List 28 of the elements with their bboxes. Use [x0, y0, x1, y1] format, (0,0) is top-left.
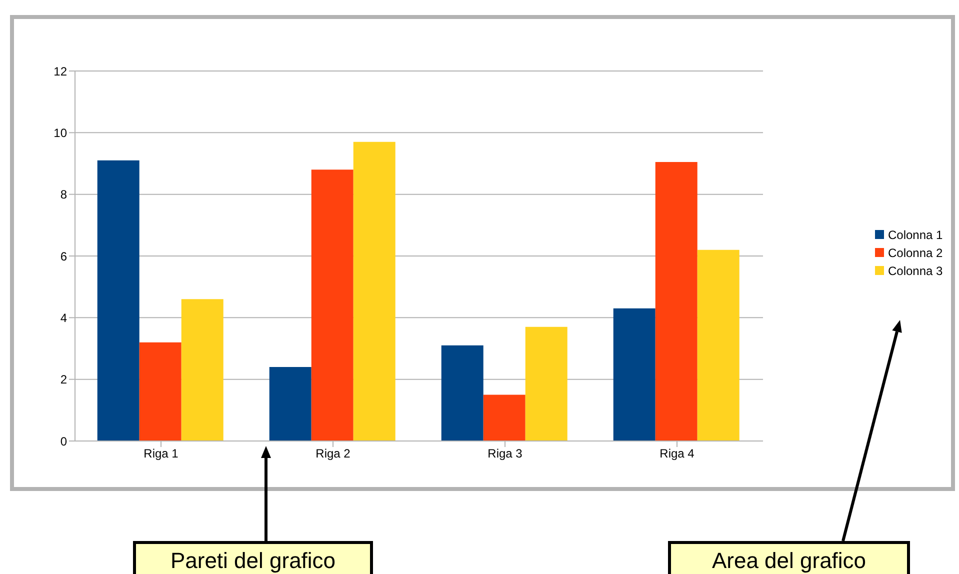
- y-tick-label: 10: [54, 126, 68, 140]
- legend-label: Colonna 2: [888, 246, 943, 260]
- y-tick-label: 0: [60, 434, 68, 448]
- y-tick-label: 6: [60, 249, 68, 264]
- y-tick-label: 4: [60, 310, 68, 325]
- bar: [139, 342, 182, 441]
- text: Area del grafico: [668, 541, 910, 574]
- x-tick-label: Riga 2: [316, 446, 351, 461]
- bar: [613, 308, 656, 441]
- bar: [269, 367, 312, 441]
- x-tick-label: Riga 3: [488, 446, 523, 461]
- y-tick-label: 2: [60, 372, 68, 387]
- y-tick-label: 8: [60, 188, 68, 202]
- bar: [483, 394, 526, 441]
- bar: [441, 345, 484, 441]
- bar: [655, 162, 698, 441]
- bar: [311, 170, 354, 441]
- y-tick-label: 12: [54, 64, 68, 78]
- bar: [525, 326, 568, 441]
- bar: [181, 299, 224, 441]
- bar: [97, 160, 140, 441]
- bar: [697, 250, 740, 441]
- text: Pareti del grafico: [133, 541, 373, 574]
- x-tick-label: Riga 1: [144, 446, 179, 461]
- legend-label: Colonna 3: [888, 264, 943, 278]
- legend-label: Colonna 1: [888, 228, 943, 242]
- bar: [353, 142, 396, 441]
- x-tick-label: Riga 4: [660, 446, 695, 461]
